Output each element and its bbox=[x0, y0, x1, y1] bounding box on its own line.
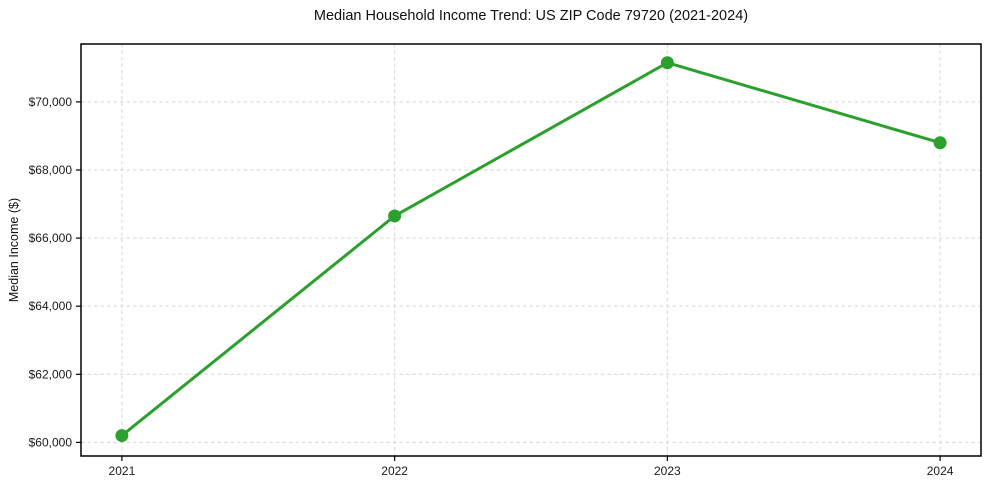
data-point-2023 bbox=[660, 56, 674, 70]
trend-line bbox=[120, 61, 942, 438]
y-tick-label: $60,000 bbox=[29, 435, 73, 449]
x-tick-label: 2021 bbox=[109, 464, 136, 478]
y-tick-label: $68,000 bbox=[29, 163, 73, 177]
chart-title: Median Household Income Trend: US ZIP Co… bbox=[313, 8, 749, 24]
data-point-2022 bbox=[388, 209, 402, 223]
y-tick-label: $66,000 bbox=[29, 231, 73, 245]
y-tick-label: $62,000 bbox=[29, 367, 73, 381]
y-tick-label: $70,000 bbox=[29, 95, 73, 109]
y-tick-label: $64,000 bbox=[29, 299, 73, 313]
x-tick-label: 2024 bbox=[927, 464, 954, 478]
x-tick-label: 2022 bbox=[381, 464, 408, 478]
x-tick-label: 2023 bbox=[654, 464, 681, 478]
plot-border bbox=[80, 43, 982, 457]
data-point-2021 bbox=[115, 429, 129, 443]
data-point-2024 bbox=[933, 136, 947, 150]
